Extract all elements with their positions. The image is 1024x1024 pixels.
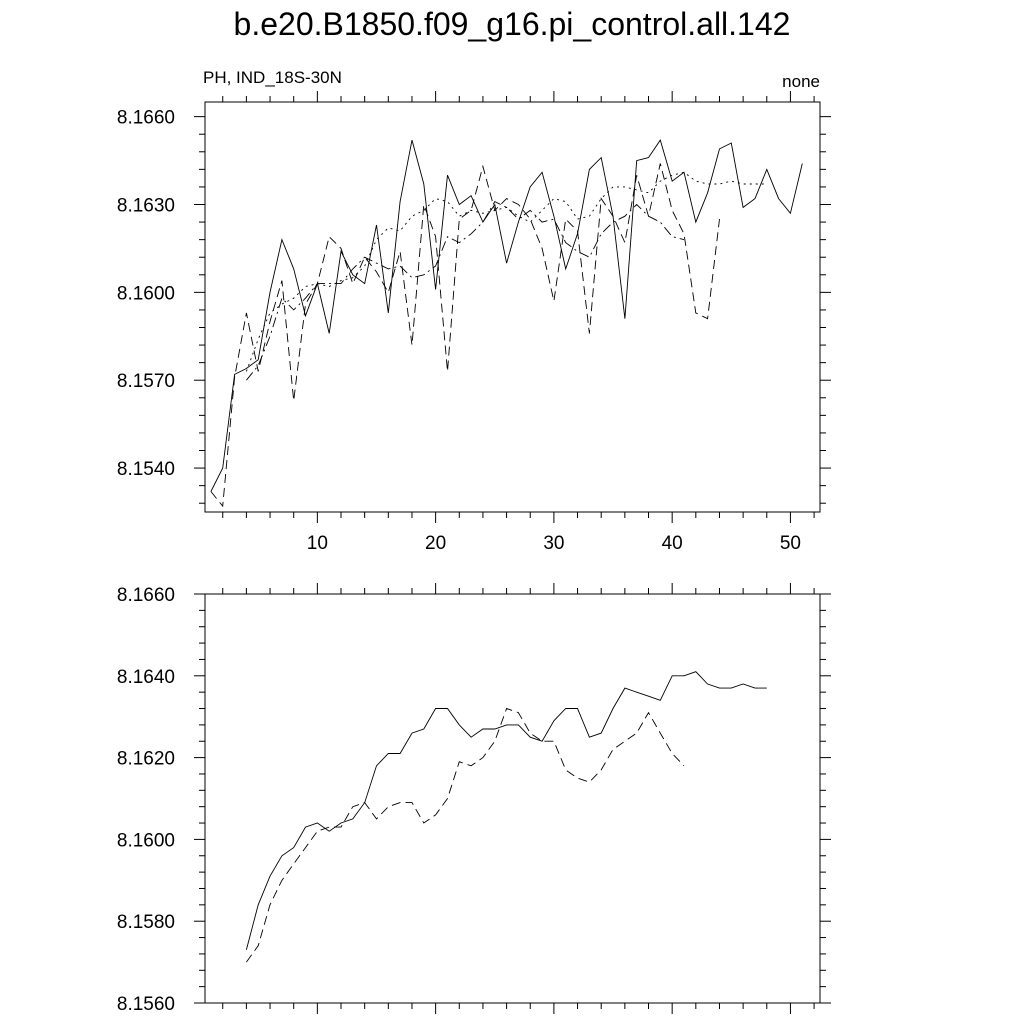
series-line-dashdot (246, 201, 685, 381)
y-tick-label: 8.1560 (117, 994, 175, 1015)
x-tick-label: 50 (780, 533, 801, 554)
series-line-solid (210, 139, 803, 492)
y-tick-label: 8.1630 (117, 196, 175, 217)
bottom-panel: 8.1560 8.1580 8.1600 8.1620 8.1640 8.1660 (117, 583, 831, 1015)
y-tick-label: 8.1600 (117, 830, 175, 851)
x-tick-label: 20 (425, 533, 446, 554)
y-tick-label: 8.1620 (117, 749, 175, 770)
page-title: b.e20.B1850.f09_g16.pi_control.all.142 (233, 6, 791, 42)
x-tick-label: 40 (662, 533, 683, 554)
series-line-dotted (245, 171, 767, 372)
y-tick-label: 8.1570 (117, 371, 175, 392)
x-tick-label: 30 (543, 533, 564, 554)
plot-frame (204, 101, 821, 513)
left-subtitle: PH, IND_18S-30N (203, 68, 342, 87)
y-tick-label: 8.1660 (117, 108, 175, 129)
plot-frame (204, 593, 821, 1004)
series-line-dashed (246, 707, 685, 963)
series-line-solid (245, 671, 767, 950)
y-tick-label: 8.1660 (117, 585, 175, 606)
y-tick-label: 8.1580 (117, 912, 175, 933)
y-tick-label: 8.1640 (117, 667, 175, 688)
right-subtitle: none (782, 72, 820, 91)
x-tick-label: 10 (307, 533, 328, 554)
series-line-dashed (210, 163, 720, 508)
y-tick-label: 8.1600 (117, 283, 175, 304)
y-tick-label: 8.1540 (117, 459, 175, 480)
top-panel: 10 20 30 40 50 8.1540 8.1570 8.1600 8.1630 8.1660… (117, 68, 831, 554)
